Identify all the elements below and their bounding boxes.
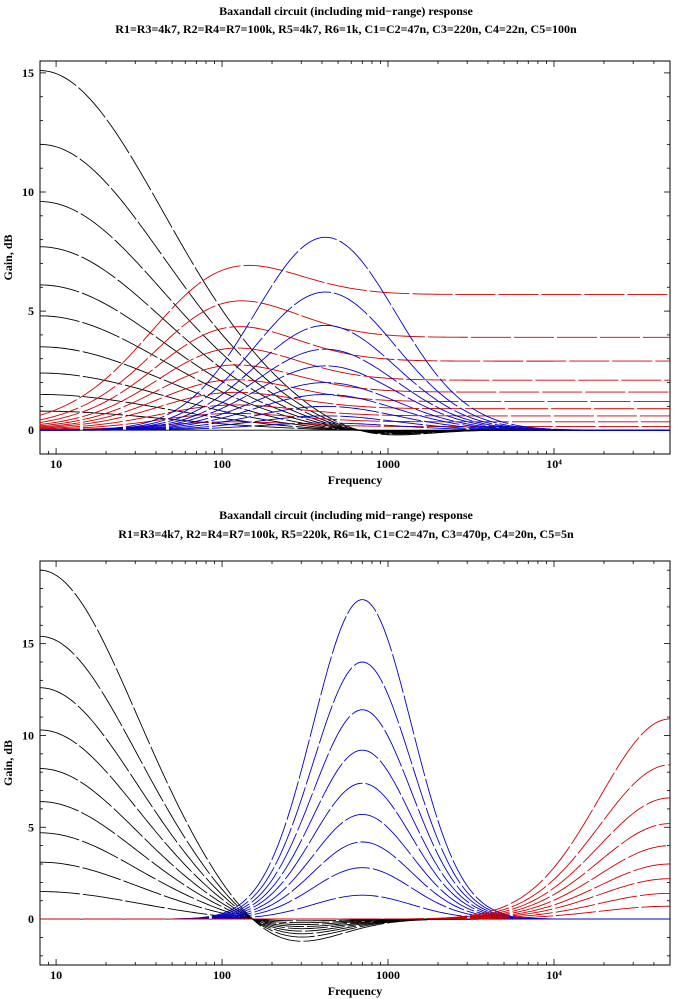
chart2-series-curve xyxy=(40,894,670,920)
chart1-series-curve xyxy=(39,379,670,428)
chart1-series-curve xyxy=(39,300,670,421)
chart1-series-curve xyxy=(39,326,670,423)
chart1-x-axis-label: Frequency xyxy=(328,473,382,487)
chart1-series-curve xyxy=(39,404,670,430)
chart2-series-curve xyxy=(39,729,670,932)
chart2-series-curve xyxy=(39,832,670,926)
chart1-y-tick-label: 5 xyxy=(28,304,34,318)
chart1-series-curve xyxy=(39,284,670,433)
chart2-y-tick-label: 15 xyxy=(22,637,34,651)
chart1-x-tick-label: 10⁴ xyxy=(546,457,562,471)
chart2-y-tick-label: 5 xyxy=(28,820,34,834)
chart1-series-curve xyxy=(39,364,670,427)
chart1-series-curve xyxy=(39,201,670,434)
chart1-series-curve xyxy=(39,347,670,426)
chart2-series-curve xyxy=(40,797,671,920)
chart1-x-tick-label: 10 xyxy=(50,457,62,471)
chart2-series-curve xyxy=(39,801,670,927)
chart2-x-axis-label: Frequency xyxy=(328,984,382,998)
chart2-series-curve xyxy=(40,749,670,920)
chart2-subtitle: R1=R3=4k7, R2=R4=R7=100k, R5=220k, R6=1k… xyxy=(118,527,574,541)
chart2-series-curve xyxy=(40,764,671,920)
chart2-series-curve xyxy=(40,599,670,920)
chart2-y-tick-label: 0 xyxy=(28,912,34,926)
chart2-frame xyxy=(39,560,671,966)
chart2-x-tick-label: 10⁴ xyxy=(546,968,562,982)
chart2-x-tick-label: 1000 xyxy=(376,968,400,982)
chart2-plot: 10 100 1000 10⁴ 0 5 10 15 Frequency Gain, dB xyxy=(1,560,671,998)
chart2-series-curve xyxy=(40,905,671,920)
chart1-y-axis-label: Gain, dB xyxy=(1,234,15,280)
chart2-series-curve xyxy=(39,569,670,942)
chart1-plot: 10 100 1000 10⁴ 0 5 10 15 Frequency Gain, dB xyxy=(1,60,671,487)
chart2-title: Baxandall circuit (including mid−range) … xyxy=(219,508,473,522)
chart1-x-tick-label: 100 xyxy=(213,457,231,471)
chart1-series-curve xyxy=(39,70,670,436)
chart1-y-tick-label: 15 xyxy=(22,66,34,80)
chart2-series-curve xyxy=(40,782,670,920)
chart2-x-tick-label: 100 xyxy=(213,968,231,982)
chart1-series-curve xyxy=(39,246,670,434)
chart1-frame xyxy=(39,60,671,455)
chart2-series-curve xyxy=(40,892,671,920)
chart2-series-curve xyxy=(39,635,670,938)
chart1-series-curve xyxy=(39,346,670,432)
chart2-series-curve xyxy=(40,709,670,920)
chart2-series-curve xyxy=(39,891,670,922)
chart2-series-curve xyxy=(40,863,671,920)
chart1-subtitle: R1=R3=4k7, R2=R4=R7=100k, R5=4k7, R6=1k,… xyxy=(115,22,577,36)
chart1-x-tick-label: 1000 xyxy=(376,457,400,471)
chart1-y-tick-label: 10 xyxy=(22,185,34,199)
chart1-series-curve xyxy=(39,391,670,429)
chart1-series-curve xyxy=(39,264,670,416)
chart1-series-curve xyxy=(39,412,670,430)
chart1-y-tick-label: 0 xyxy=(28,423,34,437)
chart1-series-curve xyxy=(40,394,670,431)
chart2-y-tick-label: 10 xyxy=(22,728,34,742)
chart2-x-tick-label: 10 xyxy=(50,968,62,982)
chart1-series-curve xyxy=(40,422,670,431)
chart2-y-axis-label: Gain, dB xyxy=(1,740,15,786)
chart1-title: Baxandall circuit (including mid−range) … xyxy=(219,4,473,18)
chart2-series-curve xyxy=(40,867,670,920)
